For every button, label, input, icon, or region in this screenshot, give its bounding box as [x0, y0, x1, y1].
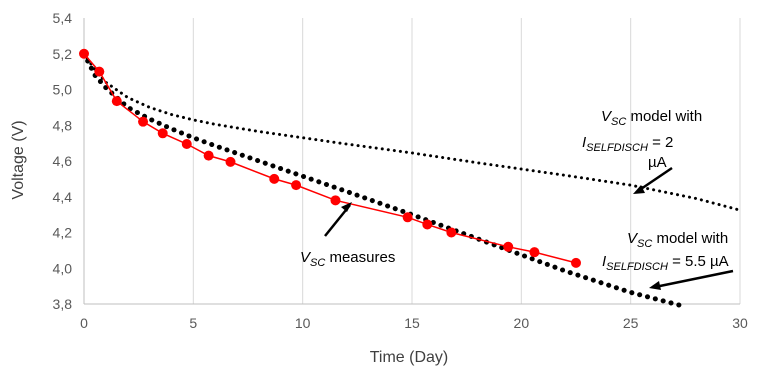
- annotation-model-5-5ua: VSC model with ISELFDISCH = 5.5 µA: [602, 230, 734, 290]
- annot-2ua-line3: µA: [648, 154, 667, 171]
- x-axis-title: Time (Day): [370, 349, 449, 366]
- series-layer: [79, 48, 742, 310]
- annot-measures-main: V: [300, 249, 312, 266]
- x-tick-label: 30: [732, 315, 748, 331]
- svg-text:ISELFDISCH = 5.5 µA: ISELFDISCH = 5.5 µA: [602, 253, 729, 273]
- series-line-model-5-5ua: [81, 51, 688, 310]
- arrow-model-2ua: [637, 166, 673, 193]
- data-point-measures: [157, 128, 168, 139]
- x-tick-label: 25: [623, 315, 639, 331]
- y-tick-label: 4,2: [53, 225, 73, 241]
- tick-labels: 0 5 10 15 20 25 30 3,8 4,0 4,2 4,4 4,6 4,8 5,0 5,2 5,4: [53, 10, 748, 331]
- annot-measures-sub: SC: [310, 257, 325, 269]
- annot-2ua-line2-main: I: [582, 134, 586, 151]
- data-point-measures: [503, 241, 514, 252]
- x-tick-label: 15: [404, 315, 420, 331]
- data-point-measures: [111, 96, 122, 107]
- y-tick-label: 5,2: [53, 46, 73, 62]
- data-point-measures: [291, 180, 302, 191]
- data-point-measures: [529, 247, 540, 258]
- annot-2ua-line2-sub: SELFDISCH: [586, 142, 648, 154]
- data-point-measures: [446, 227, 457, 238]
- annotation-measures: VSC measures: [300, 202, 395, 269]
- arrowhead-model-2ua: [633, 185, 645, 194]
- annotation-model-2ua: VSC model with ISELFDISCH = 2 µA: [582, 108, 702, 194]
- y-tick-label: 4,4: [53, 189, 73, 205]
- svg-text:VSC model with: VSC model with: [601, 108, 702, 128]
- svg-text:VSC measures: VSC measures: [300, 249, 395, 269]
- svg-text:ISELFDISCH = 2: ISELFDISCH = 2: [582, 134, 673, 154]
- y-tick-label: 4,6: [53, 153, 73, 169]
- annot-2ua-line1-main: V: [601, 108, 613, 125]
- svg-text:VSC model with: VSC model with: [627, 230, 728, 250]
- annot-55ua-line2-main: I: [602, 253, 606, 270]
- annot-55ua-line1-rest: model with: [652, 230, 728, 247]
- annot-2ua-line1-rest: model with: [626, 108, 702, 125]
- data-point-measures: [269, 173, 280, 184]
- y-tick-label: 3,8: [53, 296, 73, 312]
- y-tick-label: 5,4: [53, 10, 73, 26]
- annot-2ua-line1-sub: SC: [611, 116, 626, 128]
- annot-measures-rest: measures: [325, 249, 395, 266]
- annot-55ua-line1-sub: SC: [637, 238, 652, 250]
- y-tick-label: 5,0: [53, 82, 73, 98]
- data-point-measures: [225, 156, 236, 167]
- series-line-model-2ua: [82, 52, 742, 212]
- grid-lines: [83, 18, 741, 304]
- y-tick-label: 4,8: [53, 117, 73, 133]
- annot-55ua-line1-main: V: [627, 230, 639, 247]
- data-point-measures: [181, 139, 192, 150]
- arrowhead-model-5-5ua: [649, 281, 661, 290]
- data-point-measures: [138, 116, 149, 127]
- axes: [83, 18, 740, 305]
- data-point-measures: [571, 257, 581, 268]
- annot-2ua-line2-rest: = 2: [648, 134, 673, 151]
- data-point-measures: [79, 48, 89, 59]
- arrowhead-measures: [341, 202, 352, 212]
- data-point-measures: [422, 219, 433, 230]
- y-tick-label: 4,0: [53, 260, 73, 276]
- data-point-measures: [330, 195, 341, 206]
- y-axis-title: Voltage (V): [10, 120, 27, 199]
- x-tick-label: 10: [295, 315, 311, 331]
- x-tick-label: 5: [189, 315, 197, 331]
- data-point-measures: [402, 212, 413, 223]
- data-point-measures: [203, 150, 214, 161]
- annot-55ua-line2-sub: SELFDISCH: [606, 261, 668, 273]
- x-tick-label: 0: [80, 315, 88, 331]
- annot-55ua-line2-rest: = 5.5 µA: [668, 253, 729, 270]
- x-tick-label: 20: [514, 315, 530, 331]
- arrow-model-5-5ua: [654, 269, 734, 289]
- data-point-measures: [94, 66, 105, 77]
